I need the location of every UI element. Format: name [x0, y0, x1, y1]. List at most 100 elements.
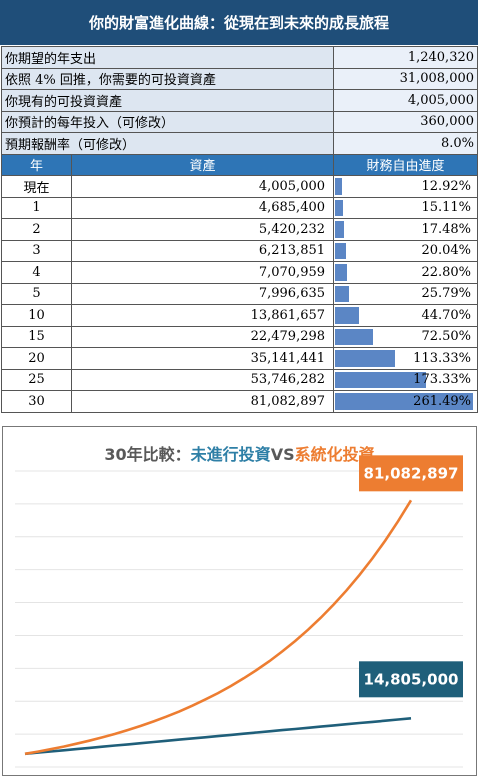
- table-row: 30 81,082,897 261.49%: [1, 390, 478, 413]
- input-label: 你期望的年支出: [0, 46, 335, 69]
- table-row: 15 22,479,298 72.50%: [1, 325, 478, 348]
- progress-bar: [335, 242, 346, 259]
- year-cell: 30: [1, 390, 72, 413]
- input-label: 你現有的可投資資產: [0, 89, 335, 112]
- year-cell: 15: [1, 325, 72, 348]
- chart-title-vs: VS: [270, 445, 295, 464]
- table-header-row: 年資產 財務自由進度: [1, 153, 478, 176]
- progress-bar: [335, 393, 474, 410]
- input-label: 預期報酬率（可修改）: [0, 132, 335, 155]
- end-label-box-0: [359, 661, 463, 698]
- chart-title-series1: 未進行投資: [190, 445, 271, 464]
- page-title: 你的財富進化曲線：從現在到未來的成長旅程: [0, 0, 478, 45]
- year-cell: 5: [1, 282, 72, 305]
- table-row: 25 53,746,282 173.33%: [1, 368, 478, 391]
- end-label-0: 14,805,000: [364, 670, 459, 688]
- progress-value: 173.33%: [413, 372, 472, 388]
- progress-cell: 15.11%: [333, 196, 478, 219]
- chart-title-prefix: 30年比較：: [104, 445, 191, 464]
- table-row: 現在 4,005,000 12.92%: [1, 175, 478, 198]
- input-label: 你預計的每年投入（可修改）: [0, 110, 335, 133]
- input-value[interactable]: 360,000: [333, 110, 478, 133]
- chart-svg: 14,805,000 81,082,897: [15, 455, 463, 768]
- progress-bar: [335, 371, 427, 388]
- assets-cell: 22,479,298: [70, 325, 335, 348]
- progress-bar: [335, 285, 349, 302]
- assets-cell: 13,861,657: [70, 304, 335, 327]
- year-cell: 1: [1, 196, 72, 219]
- chart-title-series2: 系統化投資: [294, 445, 375, 464]
- progress-bar: [335, 199, 343, 216]
- progress-value: 44.70%: [421, 307, 472, 323]
- table-row: 10 13,861,657 44.70%: [1, 304, 478, 327]
- input-row: 你現有的可投資資產 4,005,000: [0, 89, 478, 112]
- progress-cell: 17.48%: [333, 218, 478, 241]
- progress-cell: 12.92%: [333, 175, 478, 198]
- assets-cell: 6,213,851: [70, 239, 335, 262]
- input-value: 31,008,000: [333, 67, 478, 90]
- input-row: 預期報酬率（可修改） 8.0%: [0, 132, 478, 155]
- progress-value: 72.50%: [421, 329, 472, 345]
- progress-bar: [335, 221, 345, 238]
- assets-table: 你期望的年支出 1,240,320 依照 4% 回推，你需要的可投資資產 31,008…: [0, 46, 478, 413]
- progress-bar: [335, 328, 374, 345]
- end-label-1: 81,082,897: [364, 464, 459, 482]
- progress-cell: 261.49%: [333, 390, 478, 413]
- progress-value: 17.48%: [421, 221, 472, 237]
- progress-value: 25.79%: [421, 286, 472, 302]
- assets-cell: 7,070,959: [70, 261, 335, 284]
- assets-cell: 35,141,441: [70, 347, 335, 370]
- year-cell: 3: [1, 239, 72, 262]
- year-cell: 4: [1, 261, 72, 284]
- assets-cell: 7,996,635: [70, 282, 335, 305]
- progress-cell: 72.50%: [333, 325, 478, 348]
- progress-value: 12.92%: [421, 178, 472, 194]
- year-cell: 2: [1, 218, 72, 241]
- progress-cell: 25.79%: [333, 282, 478, 305]
- series-line-1: [24, 499, 413, 756]
- input-row: 你期望的年支出 1,240,320: [0, 46, 478, 69]
- column-header-year: 年: [1, 153, 72, 176]
- input-value[interactable]: 8.0%: [333, 132, 478, 155]
- assets-cell: 5,420,232: [70, 218, 335, 241]
- progress-cell: 113.33%: [333, 347, 478, 370]
- progress-bar: [335, 264, 348, 281]
- progress-bar: [335, 178, 342, 195]
- year-cell: 25: [1, 368, 72, 391]
- table-row: 2 5,420,232 17.48%: [1, 218, 478, 241]
- progress-bar: [335, 307, 359, 324]
- progress-value: 15.11%: [421, 200, 472, 216]
- chart-title: 30年比較：未進行投資VS系統化投資: [3, 441, 476, 465]
- progress-cell: 44.70%: [333, 304, 478, 327]
- input-row: 依照 4% 回推，你需要的可投資資產 31,008,000: [0, 67, 478, 90]
- table-row: 5 7,996,635 25.79%: [1, 282, 478, 305]
- assets-cell: 53,746,282: [70, 368, 335, 391]
- input-row: 你預計的每年投入（可修改） 360,000: [0, 110, 478, 133]
- comparison-chart: 30年比較：未進行投資VS系統化投資 14,805,000 81,082,897: [2, 426, 477, 776]
- input-value: 4,005,000: [333, 89, 478, 112]
- table-row: 20 35,141,441 113.33%: [1, 347, 478, 370]
- input-label: 依照 4% 回推，你需要的可投資資產: [0, 67, 335, 90]
- table-row: 1 4,685,400 15.11%: [1, 196, 478, 219]
- year-cell: 現在: [1, 175, 72, 198]
- assets-cell: 4,005,000: [70, 175, 335, 198]
- progress-cell: 173.33%: [333, 368, 478, 391]
- progress-cell: 22.80%: [333, 261, 478, 284]
- column-header-progress: 財務自由進度: [333, 153, 478, 176]
- column-header-assets: 資產: [70, 153, 335, 176]
- table-row: 3 6,213,851 20.04%: [1, 239, 478, 262]
- progress-cell: 20.04%: [333, 239, 478, 262]
- input-value: 1,240,320: [333, 46, 478, 69]
- progress-value: 261.49%: [413, 393, 472, 409]
- progress-value: 113.33%: [413, 350, 472, 366]
- table-row: 4 7,070,959 22.80%: [1, 261, 478, 284]
- series-line-0: [24, 717, 412, 756]
- progress-bar: [335, 350, 395, 367]
- year-cell: 10: [1, 304, 72, 327]
- year-cell: 20: [1, 347, 72, 370]
- progress-value: 22.80%: [421, 264, 472, 280]
- assets-cell: 4,685,400: [70, 196, 335, 219]
- progress-value: 20.04%: [421, 243, 472, 259]
- assets-cell: 81,082,897: [70, 390, 335, 413]
- end-label-box-1: [359, 455, 463, 492]
